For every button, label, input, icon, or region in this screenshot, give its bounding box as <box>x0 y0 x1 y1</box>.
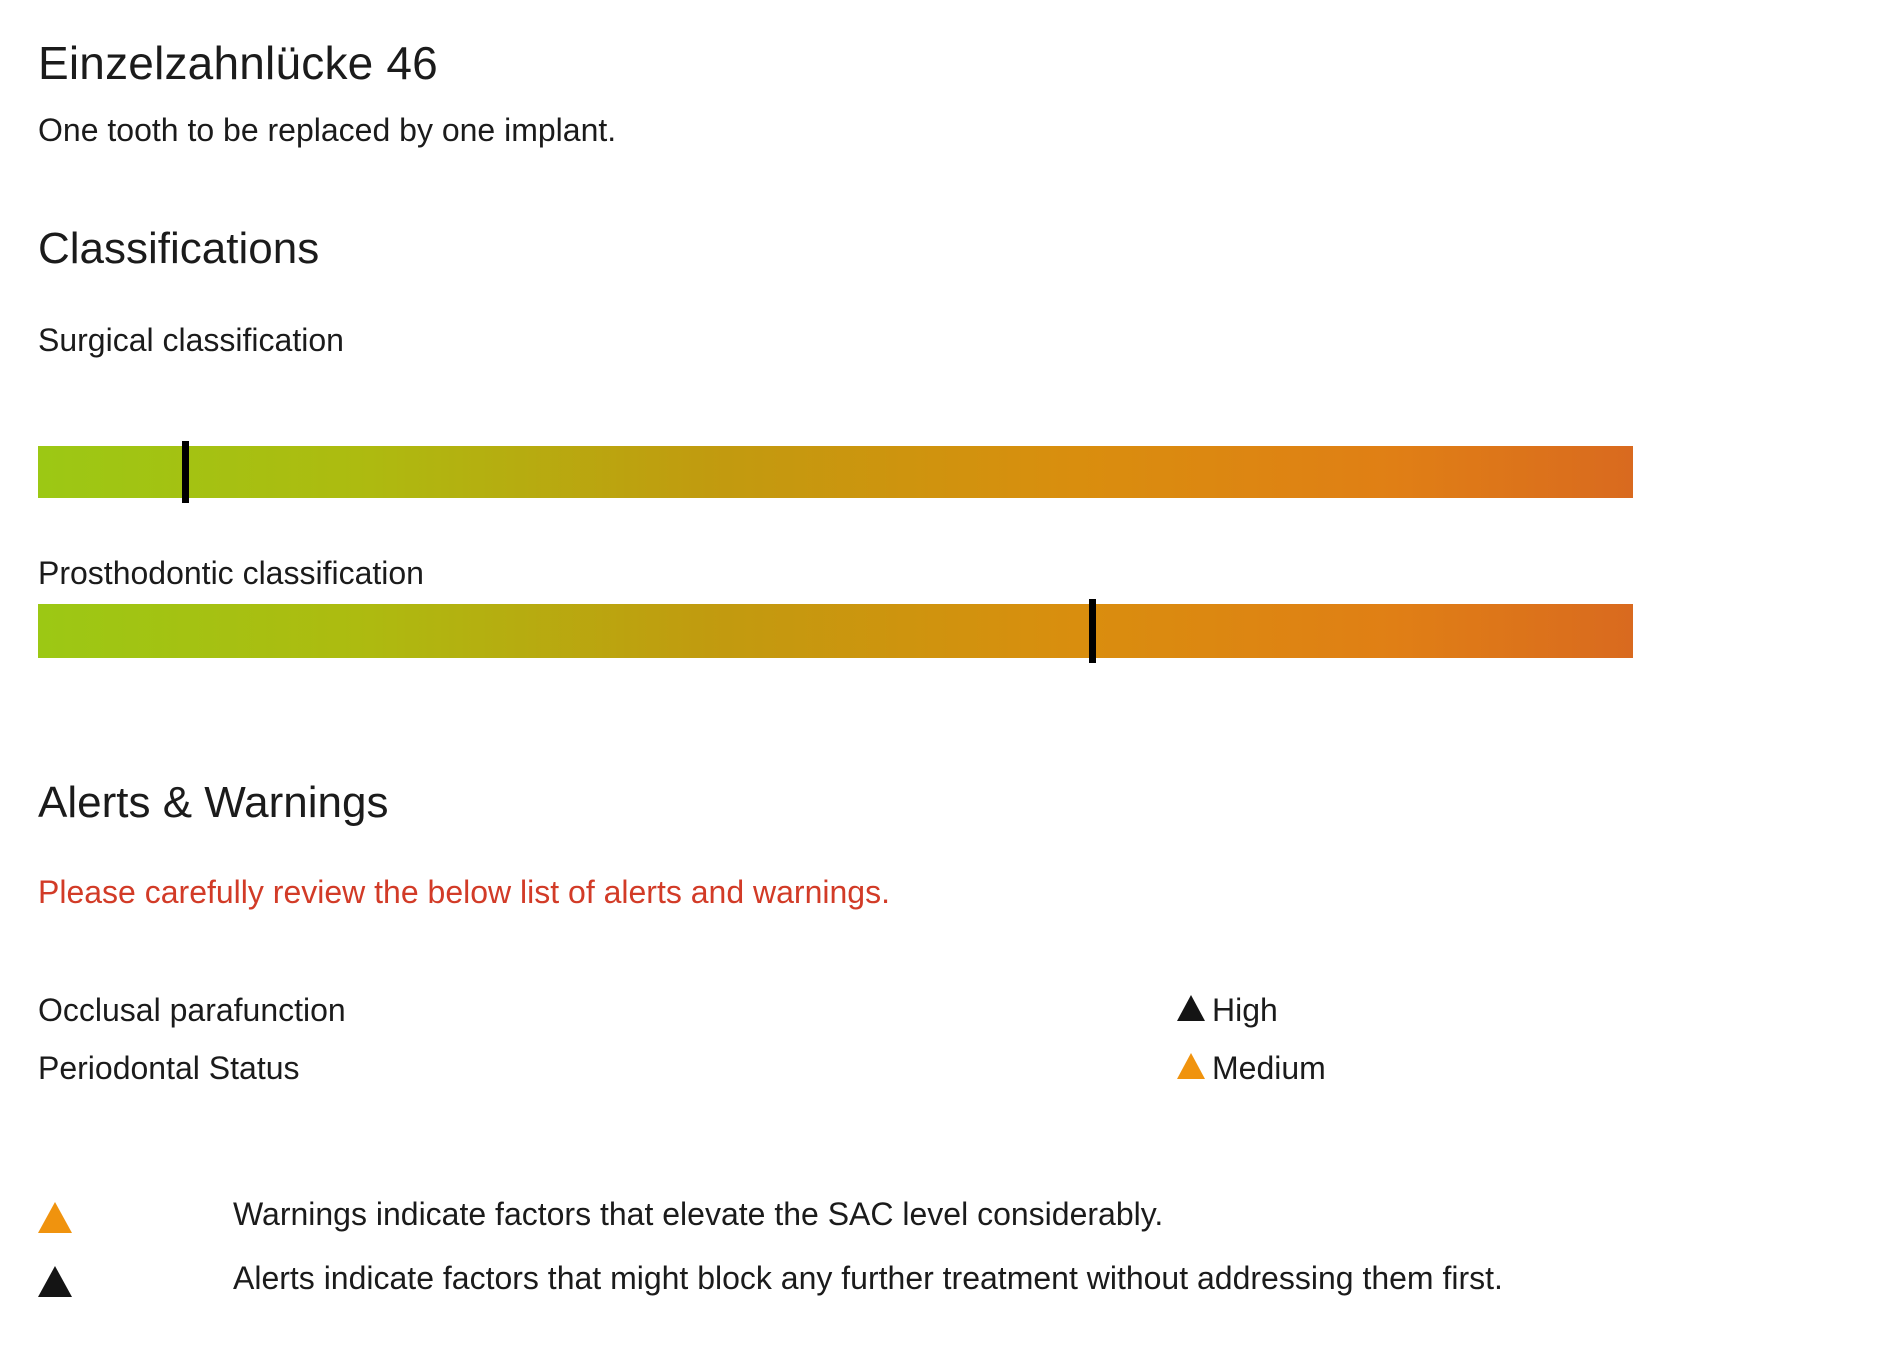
severity-label: Medium <box>1212 1050 1326 1086</box>
alert-item-label: Occlusal parafunction <box>38 992 346 1028</box>
alerts-notice-text: Please carefully review the below list o… <box>38 874 890 910</box>
warning-triangle-icon <box>1177 1053 1205 1079</box>
alert-triangle-icon <box>1177 995 1205 1021</box>
classifications-heading: Classifications <box>38 224 320 273</box>
surgical-classification-gradient-bar <box>38 441 1633 503</box>
page-title: Einzelzahnlücke 46 <box>38 37 438 89</box>
legend-row-alerts: Alerts indicate factors that might block… <box>0 1260 1900 1306</box>
severity-value: Medium <box>1177 1050 1326 1087</box>
legend-alerts-text: Alerts indicate factors that might block… <box>233 1260 1503 1296</box>
legend-warnings-text: Warnings indicate factors that elevate t… <box>233 1196 1164 1232</box>
severity-label: High <box>1212 992 1278 1028</box>
alert-triangle-icon <box>38 1266 72 1297</box>
prosthodontic-classification-label: Prosthodontic classification <box>38 555 424 591</box>
warning-triangle-icon <box>38 1202 72 1233</box>
alerts-warnings-heading: Alerts & Warnings <box>38 778 389 827</box>
legend-row-warnings: Warnings indicate factors that elevate t… <box>0 1196 1900 1242</box>
prosthodontic-classification-gradient-bar <box>38 599 1633 663</box>
alert-row: Occlusal parafunction High <box>0 992 1900 1034</box>
alert-row: Periodontal Status Medium <box>0 1050 1900 1092</box>
page-subtitle: One tooth to be replaced by one implant. <box>38 112 617 148</box>
surgical-classification-label: Surgical classification <box>38 322 344 358</box>
alert-item-label: Periodontal Status <box>38 1050 300 1086</box>
prosthodontic-classification-marker <box>1089 599 1097 663</box>
severity-value: High <box>1177 992 1278 1029</box>
surgical-classification-marker <box>181 441 189 503</box>
